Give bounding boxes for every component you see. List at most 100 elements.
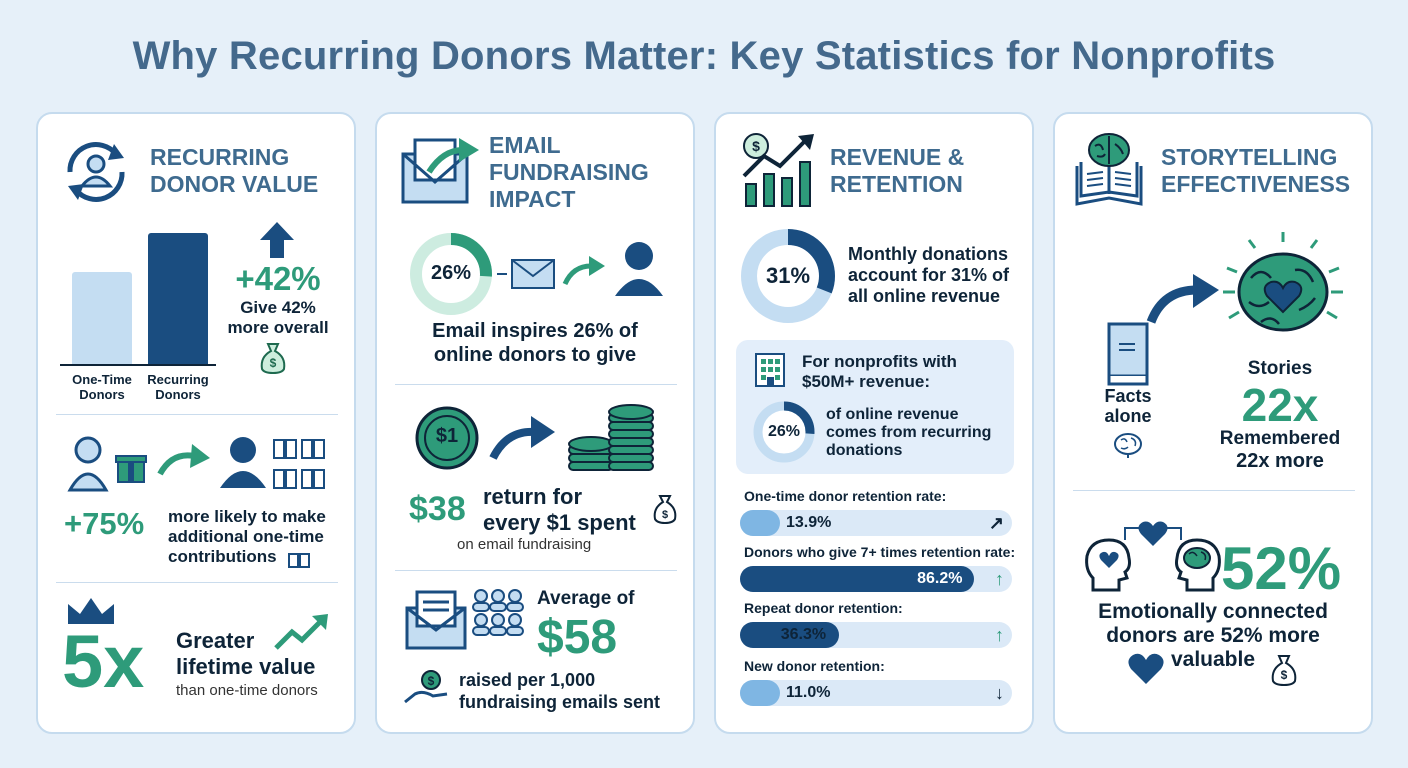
audience-icon: [472, 589, 524, 636]
trend-arrow-icon: ↑: [995, 625, 1004, 645]
stat-text: every $1 spent: [483, 510, 636, 535]
retention-bar: 36.3% ↑: [740, 622, 1012, 648]
money-bag-icon: $: [260, 343, 286, 375]
curved-arrow-icon: [562, 256, 605, 286]
stat-text: contributions: [168, 547, 277, 566]
stat-text: comes from recurring: [826, 424, 992, 441]
retention-bar: 11.0% ↓: [740, 680, 1012, 706]
stat-text: lifetime value: [176, 654, 316, 679]
chart-bar-recurring: [148, 233, 208, 364]
curved-arrow-icon: [1146, 274, 1219, 324]
donor-gift-icon: [67, 436, 147, 492]
gift-icon: [288, 553, 310, 568]
stat-text: donors are 52% more: [1106, 624, 1320, 647]
stat-value: 52%: [1221, 535, 1342, 602]
retention-bar-fill: [740, 622, 839, 648]
stat-text: of online revenue: [826, 406, 959, 423]
stat-text: Monthly donations: [848, 244, 1008, 264]
card-title-line: REVENUE &: [830, 144, 965, 170]
stories-label: Stories: [1247, 358, 1313, 379]
retention-bar: 86.2% ↑: [740, 566, 1012, 592]
stat-text: fundraising emails sent: [459, 692, 661, 712]
stat-text: donations: [826, 442, 903, 459]
donut-label: 26%: [430, 262, 472, 284]
card-title-line: IMPACT: [489, 186, 576, 212]
retention-bar: 13.9% ↗: [740, 510, 1012, 536]
stat-text: 22x more: [1236, 450, 1324, 472]
bar-label: Donors: [155, 387, 201, 402]
small-brain-icon: [1114, 433, 1142, 458]
coin-stacks-icon: [568, 404, 654, 471]
facts-label: alone: [1104, 406, 1152, 426]
svg-text:$: $: [752, 138, 760, 154]
trend-up-icon: [274, 614, 328, 650]
money-bag-icon: $: [653, 495, 677, 525]
trend-arrow-icon: ↑: [995, 569, 1004, 589]
stat-value: +42%: [235, 260, 321, 297]
stat-text: Average of: [537, 588, 635, 609]
stat-text: than one-time donors: [176, 682, 318, 699]
retention-bar-value: 11.0%: [786, 684, 831, 701]
bar-label: Donors: [79, 387, 125, 402]
card-email-fundraising: EMAIL FUNDRAISING IMPACT 26% Email inspi…: [375, 112, 695, 734]
retention-bar-value: 13.9%: [786, 514, 832, 531]
emotional-connection-icon: [1085, 521, 1221, 592]
stat-text: additional one-time: [168, 527, 324, 546]
card-storytelling: STORYTELLING EFFECTIVENESS Facts alone S…: [1053, 112, 1373, 734]
donut-label: 31%: [765, 263, 811, 288]
retention-bar-value: 36.3%: [780, 626, 827, 643]
dollar-coin-icon: [415, 406, 479, 470]
card-title-line: STORYTELLING: [1161, 144, 1338, 170]
box-title: $50M+ revenue:: [802, 372, 931, 391]
building-icon: [755, 353, 785, 387]
coin-label: $1: [435, 425, 459, 447]
card-title-line: RECURRING: [150, 144, 290, 170]
card-title-line: DONOR VALUE: [150, 171, 319, 197]
curved-arrow-icon: [157, 444, 210, 476]
svg-text:$: $: [662, 509, 668, 521]
crown-icon: [68, 598, 114, 624]
recurring-donor-icon: [67, 142, 125, 202]
stat-text: Emotionally connected: [1098, 600, 1328, 623]
arrow-right-icon: [489, 416, 555, 460]
stat-text: on email fundraising: [457, 536, 592, 553]
retention-bar-label: Donors who give 7+ times retention rate:: [744, 544, 1016, 560]
donut-chart-small: [753, 401, 815, 463]
donor-icon: [615, 242, 663, 296]
stat-text: valuable: [1170, 648, 1256, 671]
retention-bar-fill: [740, 510, 780, 536]
retention-bar-value: 86.2%: [917, 570, 963, 587]
stat-value: $58: [537, 611, 618, 664]
envelope-icon: [511, 259, 555, 289]
glowing-brain-icon: [1223, 232, 1343, 332]
stat-text: Greater: [176, 628, 255, 653]
stat-text: Give 42%: [240, 298, 316, 317]
book-icon: [1107, 322, 1149, 386]
box-title: For nonprofits with: [802, 352, 957, 371]
trend-arrow-icon: ↗: [988, 513, 1004, 533]
retention-bar-label: One-time donor retention rate:: [744, 488, 947, 504]
dash: [497, 273, 507, 275]
facts-label: Facts: [1104, 386, 1152, 406]
bar-label: One-Time: [72, 372, 132, 387]
card-title-line: EMAIL: [489, 132, 561, 158]
retention-bar-label: New donor retention:: [744, 658, 885, 674]
stat-text: all online revenue: [848, 286, 1001, 306]
stat-text: account for 31% of: [848, 265, 1010, 285]
card-title-line: EFFECTIVENESS: [1161, 171, 1351, 197]
chart-bar-one-time: [72, 272, 132, 364]
stat-text: Remembered: [1219, 428, 1341, 449]
stat-value: 5x: [62, 620, 145, 703]
stat-value: +75%: [64, 506, 145, 541]
hand-coin-icon: $: [404, 670, 448, 704]
money-bag-icon: $: [1271, 655, 1297, 687]
chart-baseline: [60, 364, 216, 366]
stat-text: raised per 1,000: [459, 670, 596, 690]
bar-label: Recurring: [147, 372, 209, 387]
stat-value: $38: [409, 490, 466, 528]
svg-text:$: $: [1281, 668, 1288, 682]
email-letter-icon: [405, 590, 467, 650]
stat-text: return for: [483, 484, 582, 509]
stat-text: more likely to make: [168, 507, 326, 526]
stat-text: Email inspires 26% of: [432, 320, 638, 342]
